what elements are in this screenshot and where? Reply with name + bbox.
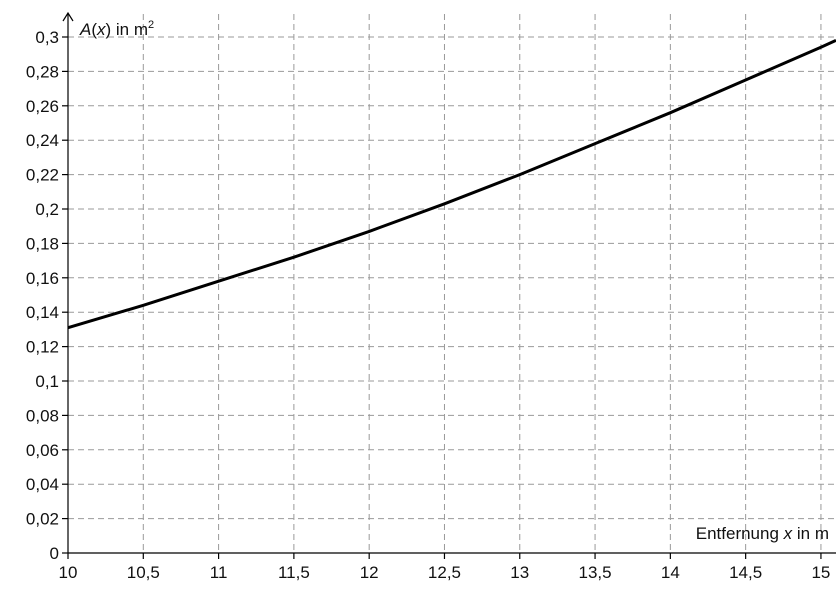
x-axis-label: Entfernung x in m bbox=[696, 524, 829, 543]
y-tick-label: 0,1 bbox=[35, 372, 59, 391]
y-tick-label: 0,28 bbox=[26, 62, 59, 81]
y-axis-label: A(x) in m2 bbox=[79, 19, 154, 39]
axes bbox=[62, 11, 836, 554]
y-label-unit: ) in m bbox=[106, 20, 149, 39]
y-tick-label: 0,06 bbox=[26, 441, 59, 460]
x-tick-label: 12 bbox=[360, 563, 379, 582]
x-tick-label: 11 bbox=[210, 563, 228, 582]
y-label-var: x bbox=[96, 20, 106, 39]
x-tick-label: 13,5 bbox=[579, 563, 612, 582]
y-label-open: ( bbox=[91, 20, 97, 39]
y-label-func: A bbox=[79, 20, 91, 39]
y-tick-label: 0,18 bbox=[26, 234, 59, 253]
series-line bbox=[67, 39, 836, 330]
y-tick-label: 0,02 bbox=[26, 510, 59, 529]
y-tick-label: 0 bbox=[50, 544, 59, 563]
series bbox=[67, 39, 836, 330]
x-tick-label: 14 bbox=[661, 563, 680, 582]
y-tick-label: 0,04 bbox=[26, 475, 59, 494]
y-label-exponent: 2 bbox=[148, 19, 154, 31]
x-label-after: in m bbox=[792, 524, 829, 543]
x-label-var: x bbox=[783, 524, 793, 543]
x-tick-label: 14,5 bbox=[729, 563, 762, 582]
y-tick-label: 0,3 bbox=[35, 28, 59, 47]
y-tick-label: 0,2 bbox=[35, 200, 59, 219]
x-tick-label: 13 bbox=[510, 563, 529, 582]
x-label-before: Entfernung bbox=[696, 524, 784, 543]
y-tick-label: 0,14 bbox=[26, 303, 59, 322]
y-axis-arrow-icon bbox=[62, 11, 74, 22]
x-tick-label: 10 bbox=[59, 563, 78, 582]
y-tick-label: 0,08 bbox=[26, 406, 59, 425]
ticks: 10 10,5 11 11,5 12 12,5 13 13,5 14 14,5 15 0 0,02 0,0… bbox=[26, 28, 830, 582]
x-tick-label: 10,5 bbox=[127, 563, 160, 582]
grid bbox=[68, 14, 836, 553]
x-tick-label: 15 bbox=[811, 563, 830, 582]
y-tick-label: 0,26 bbox=[26, 97, 59, 116]
y-tick-label: 0,24 bbox=[26, 131, 59, 150]
x-tick-label: 12,5 bbox=[428, 563, 461, 582]
y-tick-label: 0,22 bbox=[26, 166, 59, 185]
y-tick-label: 0,12 bbox=[26, 338, 59, 357]
x-tick-label: 11,5 bbox=[278, 563, 310, 582]
y-tick-label: 0,16 bbox=[26, 269, 59, 288]
